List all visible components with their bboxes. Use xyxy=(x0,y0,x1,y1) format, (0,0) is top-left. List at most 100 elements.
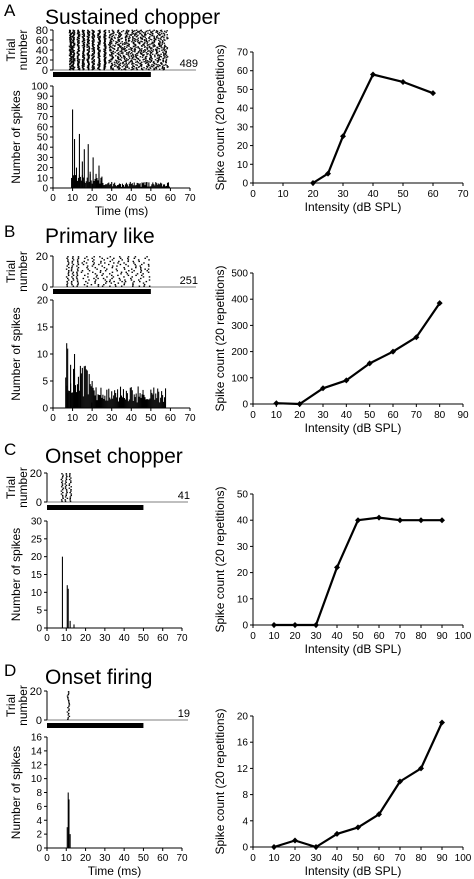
raster-spike xyxy=(119,62,122,64)
raster-spike xyxy=(71,257,74,259)
raster-spike xyxy=(162,59,164,61)
raster-spike xyxy=(120,49,123,51)
raster-spike xyxy=(81,30,84,32)
raster-spike xyxy=(62,491,64,494)
raster-spike xyxy=(81,36,84,38)
raster-spike xyxy=(111,46,113,48)
chart-point xyxy=(413,334,420,341)
raster-spike xyxy=(141,48,143,50)
raster-spike xyxy=(145,34,147,36)
raster-spike xyxy=(148,279,151,281)
raster-spike xyxy=(77,256,80,258)
psth-bar xyxy=(134,397,136,408)
raster-spike xyxy=(117,52,120,54)
psth-bar xyxy=(129,181,131,188)
raster-spike xyxy=(106,268,108,270)
raster-spike xyxy=(95,279,97,281)
raster-spike xyxy=(64,483,66,485)
raster-spike xyxy=(137,34,139,36)
raster-spike xyxy=(136,64,139,66)
raster-spike xyxy=(106,257,109,259)
raster-spike xyxy=(151,53,154,55)
raster-spike xyxy=(143,285,145,287)
raster-spike xyxy=(108,273,111,275)
raster-spike xyxy=(104,43,106,45)
raster-spike xyxy=(62,497,64,499)
raster-spike xyxy=(66,282,69,284)
raster-spike xyxy=(132,54,135,56)
psth-bar xyxy=(73,181,76,188)
raster-spike xyxy=(65,478,68,481)
raster-spike xyxy=(87,53,90,55)
chart-x-tick-label: 30 xyxy=(337,189,349,200)
raster-spike xyxy=(64,480,67,482)
raster-spike xyxy=(109,256,112,258)
psth-bar xyxy=(70,383,72,408)
raster-spike xyxy=(93,44,95,46)
raster-spike xyxy=(139,52,142,54)
raster-spike xyxy=(144,268,146,270)
psth-bar xyxy=(132,400,134,408)
raster-spike xyxy=(68,709,70,712)
raster-spike xyxy=(93,262,95,264)
raster-spike xyxy=(99,271,102,273)
raster-spike xyxy=(72,60,75,62)
raster-spike xyxy=(83,260,85,263)
raster-spike xyxy=(92,68,95,70)
raster-spike xyxy=(156,46,158,48)
raster-spike xyxy=(160,53,162,55)
raster-spike xyxy=(64,486,67,488)
raster-spike xyxy=(93,63,96,65)
raster-spike xyxy=(145,60,147,62)
raster-spike xyxy=(66,284,68,286)
chart-y-tick-label: 50 xyxy=(237,85,249,96)
psth-bar xyxy=(83,182,85,188)
raster-spike xyxy=(67,694,70,696)
raster-spike xyxy=(82,64,84,66)
raster-spike xyxy=(93,259,95,261)
psth-y-tick-label: 2 xyxy=(36,830,42,841)
raster-spike xyxy=(69,473,71,475)
raster-spike xyxy=(104,31,107,33)
raster-spike xyxy=(137,39,140,41)
raster-spike xyxy=(73,58,76,60)
psth-bar xyxy=(121,183,124,188)
chart-point xyxy=(439,719,445,726)
raster-spike xyxy=(125,58,128,60)
raster-spike xyxy=(162,69,165,71)
raster-spike xyxy=(156,57,159,59)
raster-spike xyxy=(68,54,71,56)
psth-bar xyxy=(148,182,150,188)
raster-spike xyxy=(65,477,68,479)
raster-spike xyxy=(70,270,73,272)
raster-spike xyxy=(124,58,126,60)
psth-bar xyxy=(101,176,103,188)
raster-spike xyxy=(108,280,111,283)
raster-y-tick-label: 20 xyxy=(30,468,42,480)
raster-spike xyxy=(163,32,165,34)
raster-spike xyxy=(128,45,130,47)
raster-spike xyxy=(162,51,164,53)
raster-spike xyxy=(164,45,166,47)
raster-spike xyxy=(144,51,146,53)
psth-bar xyxy=(122,389,124,408)
psth-bar xyxy=(138,396,140,408)
raster-spike xyxy=(135,61,137,63)
raster-spike xyxy=(109,61,111,63)
raster-spike xyxy=(104,49,106,51)
raster-spike xyxy=(146,48,149,50)
raster-spike xyxy=(147,63,150,65)
raster-spike xyxy=(127,33,129,35)
psth-x-tick-label: 70 xyxy=(184,413,196,424)
raster-y-tick-label: 60 xyxy=(36,35,48,47)
raster-spike xyxy=(111,277,113,280)
raster-spike xyxy=(134,51,136,53)
raster-spike xyxy=(141,35,144,37)
psth-bar xyxy=(164,388,167,408)
raster-spike xyxy=(83,34,86,36)
raster-spike xyxy=(135,64,137,66)
raster-spike xyxy=(91,60,94,62)
raster-spike xyxy=(145,39,148,41)
raster-spike xyxy=(159,38,162,40)
